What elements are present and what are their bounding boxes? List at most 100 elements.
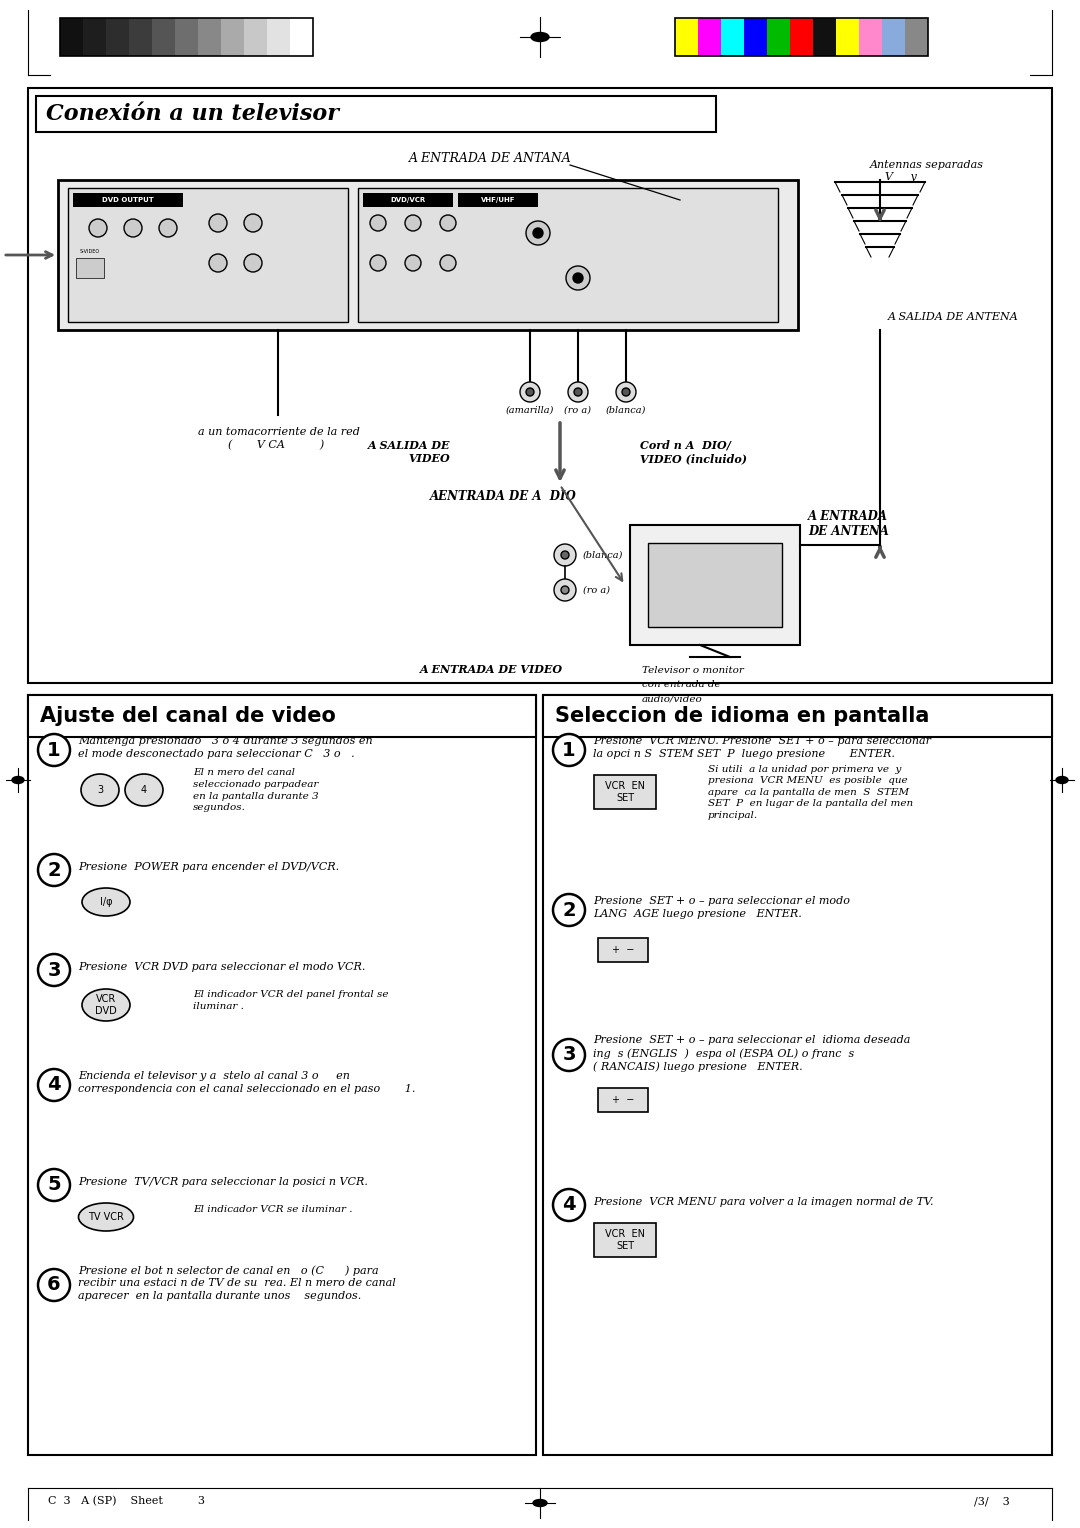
Circle shape xyxy=(554,544,576,565)
Text: +  −: + − xyxy=(611,944,634,955)
Text: 2: 2 xyxy=(563,900,576,920)
Bar xyxy=(267,18,291,57)
Bar xyxy=(83,18,106,57)
Bar xyxy=(905,18,928,57)
Text: (blanca): (blanca) xyxy=(583,550,623,559)
Text: Antennas separadas: Antennas separadas xyxy=(870,160,984,170)
Text: (ro a): (ro a) xyxy=(583,585,610,594)
Bar xyxy=(859,18,882,57)
Text: A ENTRADA
DE ANTENA: A ENTRADA DE ANTENA xyxy=(808,510,889,538)
Text: Presione  TV/VCR para seleccionar la posici n VCR.: Presione TV/VCR para seleccionar la posi… xyxy=(78,1177,368,1187)
Bar xyxy=(76,258,104,278)
Text: 3: 3 xyxy=(97,785,103,795)
Bar xyxy=(60,18,313,57)
Circle shape xyxy=(38,953,70,986)
Bar xyxy=(58,180,798,330)
Ellipse shape xyxy=(81,775,119,805)
Circle shape xyxy=(244,254,262,272)
Text: A SALIDA DE ANTENA: A SALIDA DE ANTENA xyxy=(888,312,1018,322)
Text: I/φ: I/φ xyxy=(99,897,112,908)
Text: (ro a): (ro a) xyxy=(565,406,592,416)
Text: Cord n A  DIO/
VIDEO (incluido): Cord n A DIO/ VIDEO (incluido) xyxy=(640,440,747,465)
Circle shape xyxy=(38,1070,70,1102)
Bar xyxy=(244,18,267,57)
Circle shape xyxy=(210,214,227,232)
Text: recibir una estaci n de TV de su  rea. El n mero de canal: recibir una estaci n de TV de su rea. El… xyxy=(78,1277,395,1288)
Circle shape xyxy=(244,214,262,232)
Circle shape xyxy=(553,733,585,766)
Bar xyxy=(630,526,800,645)
Bar xyxy=(291,18,313,57)
Circle shape xyxy=(124,219,141,237)
Circle shape xyxy=(159,219,177,237)
Text: AENTRADA DE A  DIO: AENTRADA DE A DIO xyxy=(430,490,577,503)
Text: audio/video: audio/video xyxy=(642,694,703,703)
Circle shape xyxy=(566,266,590,290)
Text: Presione  POWER para encender el DVD/VCR.: Presione POWER para encender el DVD/VCR. xyxy=(78,862,339,872)
Ellipse shape xyxy=(125,775,163,805)
Bar xyxy=(28,695,536,1455)
Text: VCR  EN
SET: VCR EN SET xyxy=(605,1229,645,1251)
Circle shape xyxy=(526,222,550,244)
Bar xyxy=(813,18,836,57)
Circle shape xyxy=(405,215,421,231)
Ellipse shape xyxy=(531,32,549,41)
Bar xyxy=(594,1222,656,1258)
Bar xyxy=(198,18,221,57)
Bar xyxy=(744,18,767,57)
Bar xyxy=(152,18,175,57)
Bar xyxy=(836,18,859,57)
Text: 1: 1 xyxy=(48,741,60,759)
Text: A SALIDA DE
VIDEO: A SALIDA DE VIDEO xyxy=(367,440,450,465)
Text: el mode desconectado para seleccionar C   3 o   .: el mode desconectado para seleccionar C … xyxy=(78,749,354,759)
Circle shape xyxy=(526,388,534,396)
Circle shape xyxy=(38,733,70,766)
Text: Presione  SET + o – para seleccionar el  idioma deseada: Presione SET + o – para seleccionar el i… xyxy=(593,1034,910,1045)
Text: (blanca): (blanca) xyxy=(606,406,646,416)
Text: S-VIDEO: S-VIDEO xyxy=(80,249,100,254)
Circle shape xyxy=(554,579,576,601)
Bar xyxy=(789,18,813,57)
Text: Presione el bot n selector de canal en   o (C      ) para: Presione el bot n selector de canal en o… xyxy=(78,1265,379,1276)
Circle shape xyxy=(534,228,543,238)
Text: DVD/VCR: DVD/VCR xyxy=(390,197,426,203)
Text: 4: 4 xyxy=(563,1195,576,1215)
Bar xyxy=(882,18,905,57)
Ellipse shape xyxy=(82,888,130,915)
Bar xyxy=(357,188,778,322)
Text: 5: 5 xyxy=(48,1175,60,1195)
Text: Encienda el televisor y a  stelo al canal 3 o     en: Encienda el televisor y a stelo al canal… xyxy=(78,1071,350,1080)
Bar xyxy=(129,18,152,57)
Bar xyxy=(675,18,928,57)
Text: +  −: + − xyxy=(611,1096,634,1105)
Bar xyxy=(698,18,721,57)
Bar xyxy=(175,18,198,57)
Bar xyxy=(458,193,538,206)
Text: El n mero del canal
seleccionado parpadear
en la pantalla durante 3
segundos.: El n mero del canal seleccionado parpade… xyxy=(193,769,319,813)
Text: Televisor o monitor: Televisor o monitor xyxy=(642,666,744,675)
Text: con entrada de: con entrada de xyxy=(642,680,720,689)
Text: A ENTRADA DE ANTANA: A ENTRADA DE ANTANA xyxy=(408,151,571,165)
Bar xyxy=(60,18,83,57)
Circle shape xyxy=(370,255,386,270)
Text: Presione  SET + o – para seleccionar el modo: Presione SET + o – para seleccionar el m… xyxy=(593,895,850,906)
Text: Presione  VCR MENU. Presione  SET + o – para seleccionar: Presione VCR MENU. Presione SET + o – pa… xyxy=(593,736,931,746)
Circle shape xyxy=(553,1189,585,1221)
Bar xyxy=(221,18,244,57)
Text: a un tomacorriente de la red: a un tomacorriente de la red xyxy=(198,426,360,437)
Bar xyxy=(721,18,744,57)
Text: V     y: V y xyxy=(885,173,917,182)
Bar xyxy=(106,18,129,57)
Bar xyxy=(543,695,1052,736)
Text: DVD OUTPUT: DVD OUTPUT xyxy=(103,197,153,203)
Ellipse shape xyxy=(1056,776,1068,784)
Bar xyxy=(28,89,1052,683)
Ellipse shape xyxy=(79,1203,134,1232)
Text: VHF/UHF: VHF/UHF xyxy=(481,197,515,203)
Circle shape xyxy=(440,215,456,231)
Text: 6: 6 xyxy=(48,1276,60,1294)
Text: VCR
DVD: VCR DVD xyxy=(95,995,117,1016)
Bar xyxy=(73,193,183,206)
Text: ( RANCAIS) luego presione   ENTER.: ( RANCAIS) luego presione ENTER. xyxy=(593,1060,802,1071)
Ellipse shape xyxy=(12,776,24,784)
